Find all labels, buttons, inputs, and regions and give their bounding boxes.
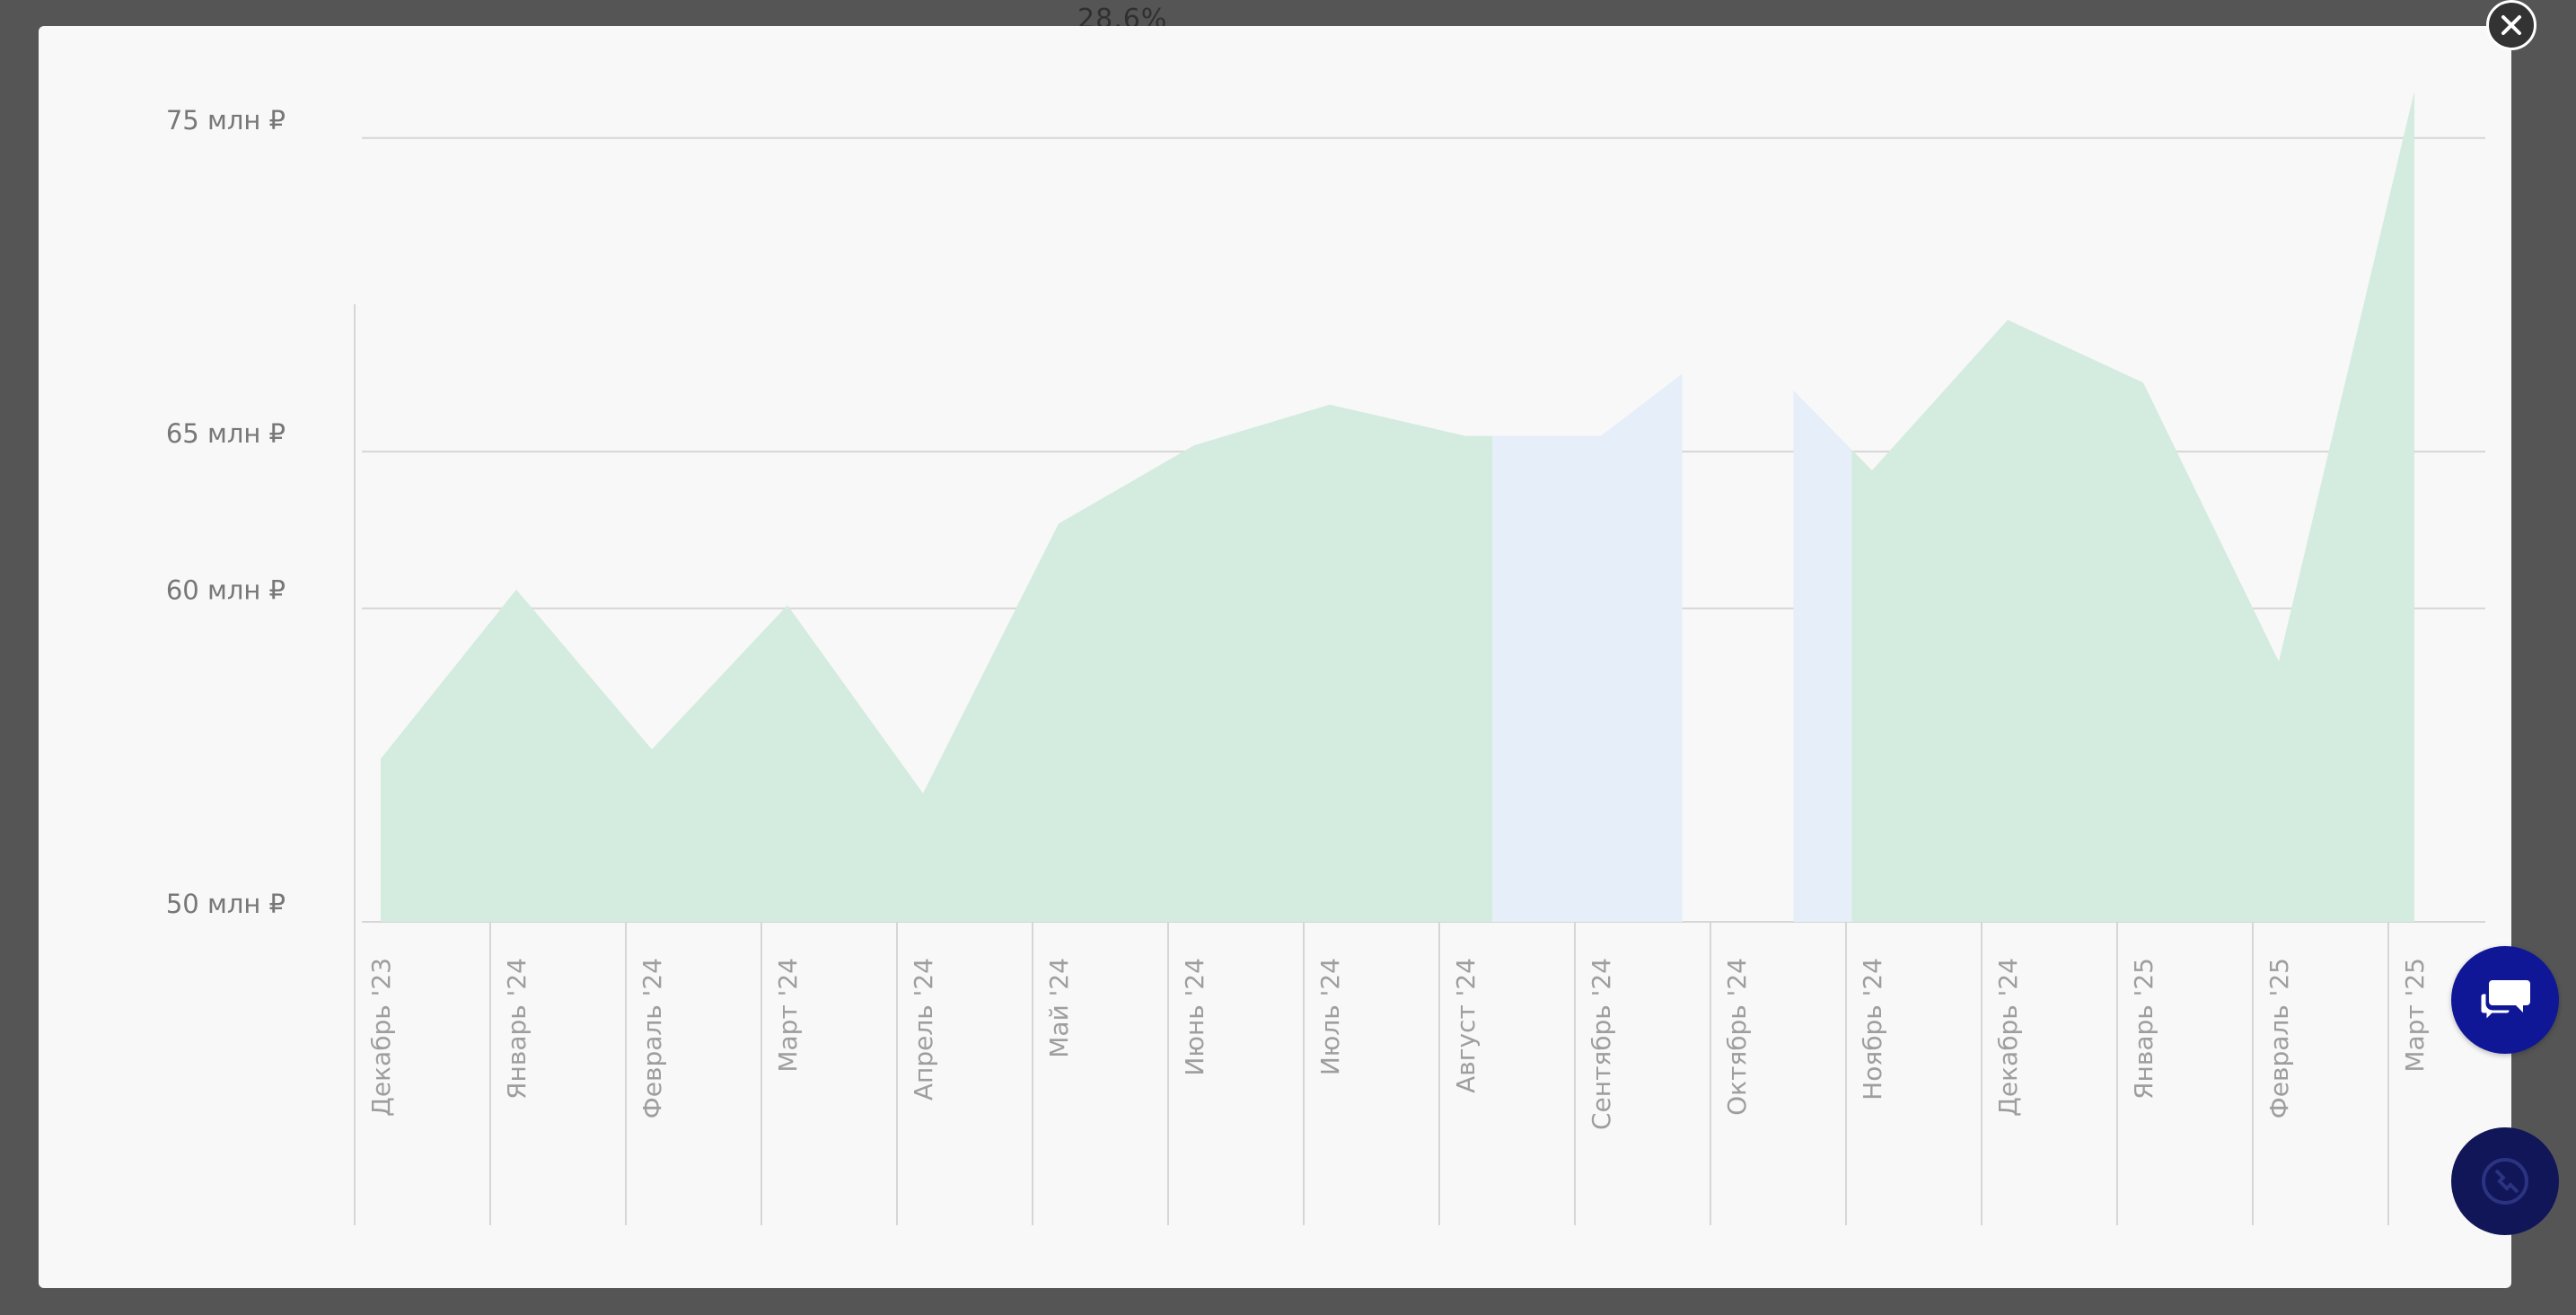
y-tick-label: 50 млн ₽ — [166, 889, 286, 919]
x-tick-label: Июнь '24 — [1180, 958, 1209, 1076]
x-tick-label: Январь '25 — [2129, 958, 2158, 1100]
y-tick-label: 65 млн ₽ — [166, 418, 286, 449]
x-tick-label: Январь '24 — [502, 958, 532, 1100]
call-button[interactable] — [2451, 1127, 2559, 1235]
phone-icon — [2482, 1158, 2528, 1205]
chat-button[interactable] — [2451, 946, 2559, 1054]
x-tick-label: Май '24 — [1044, 958, 1074, 1058]
x-tick-label: Декабрь '24 — [1993, 958, 2023, 1117]
x-tick-label: Февраль '24 — [637, 958, 667, 1118]
area-segment-green — [381, 404, 1493, 922]
area-segment-green — [1851, 91, 2414, 922]
chat-bubbles-icon — [2478, 980, 2530, 1023]
data-point — [1734, 329, 1739, 335]
area-segment-blue — [1492, 373, 1683, 922]
x-tick-label: Март '24 — [773, 958, 803, 1073]
y-tick-label: 60 млн ₽ — [166, 575, 286, 606]
close-icon — [2501, 15, 2521, 35]
x-tick-label: Февраль '25 — [2264, 958, 2294, 1118]
x-tick-label: Апрель '24 — [909, 958, 938, 1100]
close-button[interactable] — [2486, 0, 2536, 50]
chart-modal: 50 млн ₽ 60 млн ₽ 65 млн ₽ 75 млн ₽ Декабрь … — [39, 26, 2511, 1288]
x-tick-label: Ноябрь '24 — [1858, 958, 1887, 1100]
x-tick-label: Декабрь '23 — [366, 958, 396, 1117]
x-tick-label: Октябрь '24 — [1722, 958, 1752, 1116]
area-segment-blue — [1793, 390, 1852, 922]
x-tick-label: Март '25 — [2400, 958, 2430, 1073]
x-tick-label: Август '24 — [1451, 958, 1481, 1093]
x-tick-label: Июль '24 — [1315, 958, 1345, 1075]
y-tick-label: 75 млн ₽ — [166, 105, 286, 136]
x-tick-label: Сентябрь '24 — [1587, 958, 1616, 1130]
area-chart: 50 млн ₽ 60 млн ₽ 65 млн ₽ 75 млн ₽ Декабрь … — [166, 91, 2485, 1225]
